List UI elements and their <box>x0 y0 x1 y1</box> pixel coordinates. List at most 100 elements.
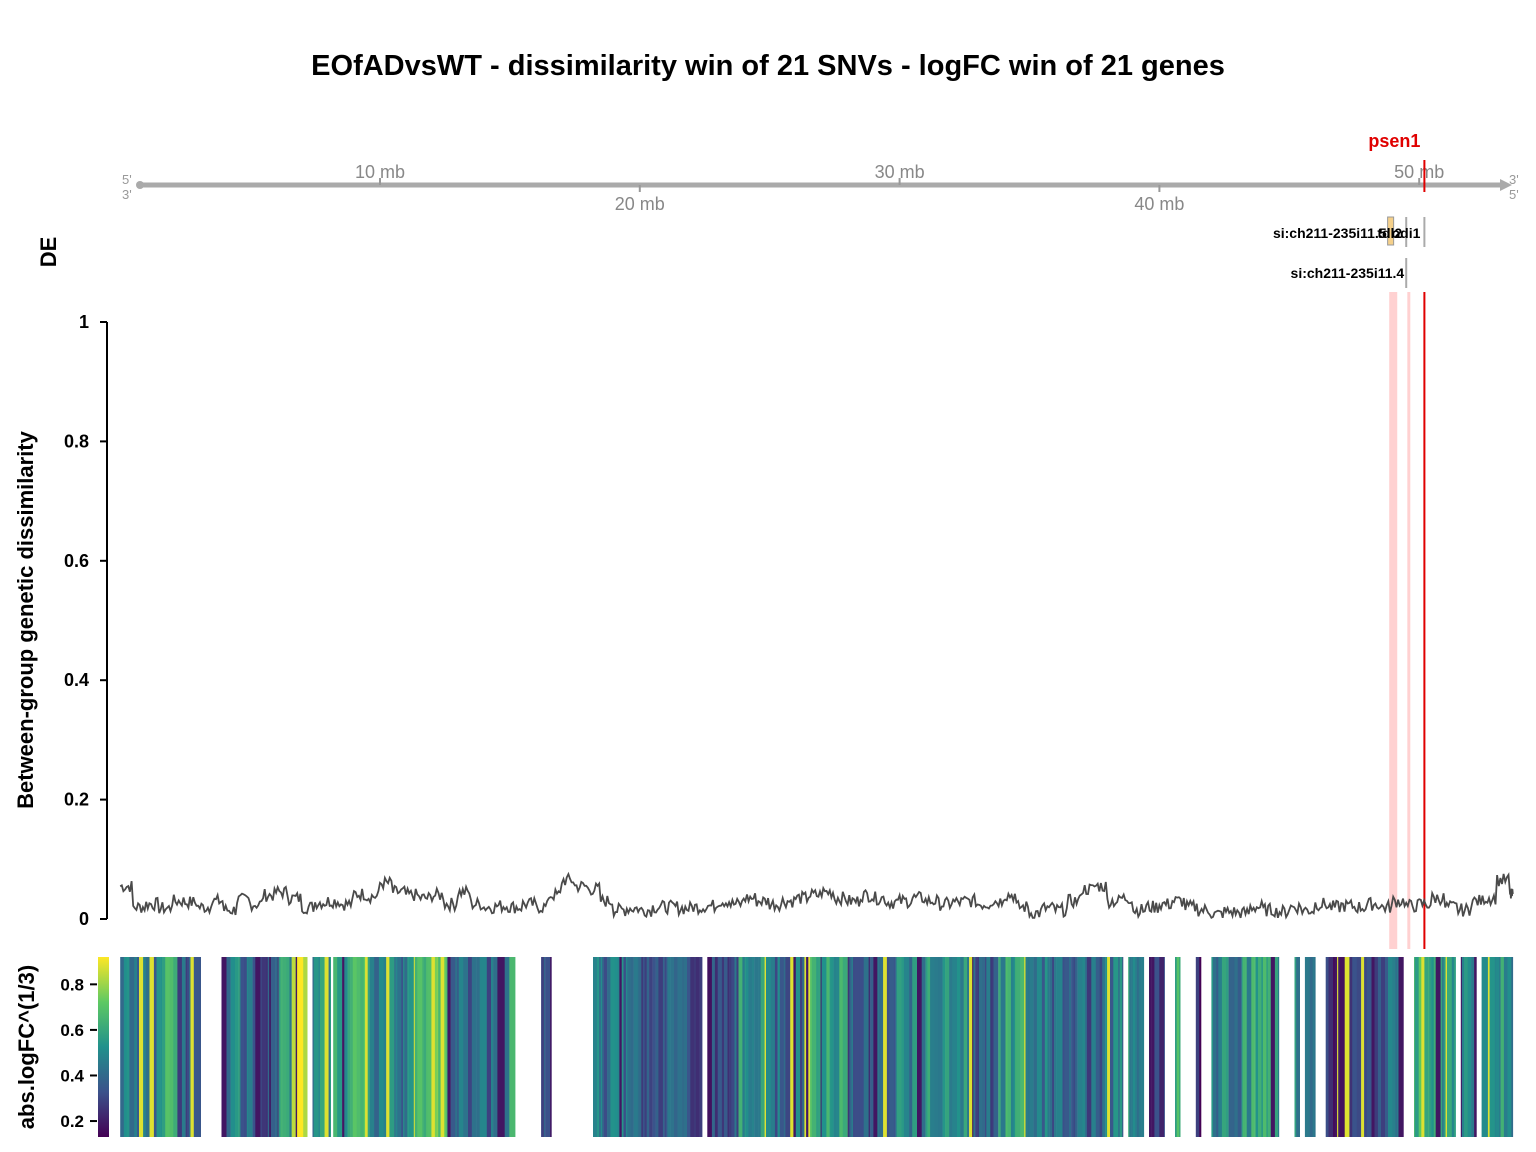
logfc-heatmap-bar <box>826 957 830 1137</box>
logfc-heatmap-bar <box>1371 957 1375 1137</box>
logfc-heatmap-bar <box>927 957 931 1137</box>
logfc-heatmap-bar <box>1164 957 1165 1137</box>
logfc-heatmap-bar <box>403 957 405 1137</box>
logfc-heatmap-bar <box>423 957 427 1137</box>
logfc-heatmap-bar <box>255 957 261 1137</box>
logfc-heatmap-bar <box>1507 957 1512 1137</box>
logfc-heatmap-bar <box>877 957 879 1137</box>
logfc-heatmap-bar <box>1099 957 1103 1137</box>
logfc-heatmap-bar <box>969 957 973 1137</box>
logfc-heatmap-bar <box>859 957 864 1137</box>
dissimilarity-y-tick-label: 0.8 <box>64 431 89 451</box>
dissimilarity-y-tick-label: 1 <box>79 312 89 332</box>
logfc-heatmap-bar <box>631 957 634 1137</box>
logfc-heatmap-bar <box>1500 957 1505 1137</box>
logfc-heatmap-bar <box>1435 957 1441 1137</box>
logfc-heatmap-bar <box>394 957 396 1137</box>
logfc-heatmap-bar <box>1266 957 1269 1137</box>
logfc-heatmap-bar <box>252 957 256 1137</box>
logfc-heatmap-bar <box>687 957 691 1137</box>
logfc-heatmap-bar <box>714 957 719 1137</box>
logfc-heatmap-bar <box>667 957 671 1137</box>
logfc-heatmap-bar <box>912 957 918 1137</box>
logfc-heatmap-bar <box>1131 957 1134 1137</box>
logfc-heatmap-bar <box>896 957 902 1137</box>
logfc-heatmap-bar <box>1255 957 1259 1137</box>
logfc-heatmap-bar <box>550 957 552 1137</box>
logfc-heatmap-bar <box>724 957 728 1137</box>
logfc-heatmap-bar <box>139 957 144 1137</box>
logfc-heatmap-bar <box>895 957 897 1137</box>
logfc-heatmap-bar <box>967 957 970 1137</box>
dissimilarity-series-line <box>119 871 1514 920</box>
logfc-heatmap-bar <box>199 957 201 1137</box>
logfc-heatmap-bar <box>1245 957 1248 1137</box>
logfc-heatmap-bar <box>1461 957 1465 1137</box>
logfc-heatmap-bar <box>599 957 601 1137</box>
logfc-heatmap-bar <box>509 957 514 1137</box>
logfc-heatmap-bar <box>410 957 415 1137</box>
logfc-heatmap-bar <box>161 957 166 1137</box>
logfc-heatmap-bar <box>1036 957 1043 1137</box>
logfc-heatmap-bar <box>282 957 287 1137</box>
logfc-heatmap-bar <box>280 957 283 1137</box>
logfc-heatmap-bar <box>238 957 240 1137</box>
dissimilarity-y-tick-label: 0 <box>79 909 89 929</box>
logfc-heatmap-bar <box>407 957 409 1137</box>
logfc-heatmap-bar <box>925 957 928 1137</box>
logfc-heatmap-bar <box>742 957 745 1137</box>
logfc-heatmap-bar <box>328 957 331 1137</box>
logfc-heatmap-bar <box>1445 957 1448 1137</box>
logfc-heatmap-bar <box>1433 957 1436 1137</box>
logfc-heatmap-bar <box>1141 957 1145 1137</box>
logfc-heatmap-bar <box>427 957 432 1137</box>
logfc-colorbar <box>98 957 109 1137</box>
logfc-heatmap-bar <box>907 957 910 1137</box>
logfc-heatmap-bar <box>833 957 837 1137</box>
logfc-heatmap-bar <box>760 957 765 1137</box>
logfc-heatmap-bar <box>1471 957 1475 1137</box>
logfc-heatmap-bar <box>1415 957 1419 1137</box>
logfc-heatmap-bar <box>731 957 735 1137</box>
logfc-heatmap-bar <box>347 957 351 1137</box>
logfc-heatmap-bar <box>790 957 794 1137</box>
logfc-heatmap-bar <box>261 957 267 1137</box>
logfc-heatmap-bar <box>886 957 890 1137</box>
logfc-heatmap-bar <box>1296 957 1300 1137</box>
logfc-heatmap-bar <box>504 957 510 1137</box>
logfc-heatmap-bar <box>1258 957 1262 1137</box>
de-gene-label: si:ch211-235i11.4 <box>1291 265 1405 281</box>
logfc-heatmap-bar <box>909 957 913 1137</box>
logfc-heatmap-bar <box>1494 957 1497 1137</box>
logfc-heatmap-bar <box>1154 957 1160 1137</box>
logfc-heatmap-bar <box>1118 957 1120 1137</box>
logfc-heatmap-bar <box>369 957 375 1137</box>
logfc-heatmap-bar <box>921 957 926 1137</box>
logfc-heatmap-bar <box>831 957 834 1137</box>
psen1-label: psen1 <box>1368 131 1420 151</box>
logfc-heatmap-bar <box>621 957 624 1137</box>
logfc-heatmap-bar <box>1218 957 1223 1137</box>
dissimilarity-y-tick-label: 0.4 <box>64 670 89 690</box>
logfc-heatmap-bar <box>883 957 888 1137</box>
logfc-heatmap-bars <box>120 957 1514 1137</box>
logfc-heatmap-bar <box>977 957 980 1137</box>
logfc-heatmap-bar <box>386 957 390 1137</box>
logfc-heatmap-bar <box>129 957 135 1137</box>
logfc-heatmap-bar <box>1503 957 1508 1137</box>
logfc-heatmap-bar <box>1074 957 1077 1137</box>
logfc-heatmap-bar <box>165 957 170 1137</box>
logfc-heatmap-bar <box>810 957 813 1137</box>
logfc-heatmap-bar <box>627 957 630 1137</box>
logfc-heatmap-bar <box>721 957 725 1137</box>
logfc-heatmap-bar <box>286 957 290 1137</box>
logfc-heatmap-bar <box>868 957 871 1137</box>
logfc-heatmap-bar <box>597 957 600 1137</box>
logfc-heatmap-bar <box>1328 957 1334 1137</box>
logfc-heatmap-bar <box>938 957 943 1137</box>
logfc-heatmap-bar <box>1110 957 1114 1137</box>
logfc-heatmap-bar <box>365 957 368 1137</box>
logfc-y-label: abs.logFC^(1/3) <box>14 965 39 1129</box>
logfc-heatmap-bar <box>751 957 755 1137</box>
logfc-colorbar-tick-label: 0.6 <box>60 1021 84 1040</box>
